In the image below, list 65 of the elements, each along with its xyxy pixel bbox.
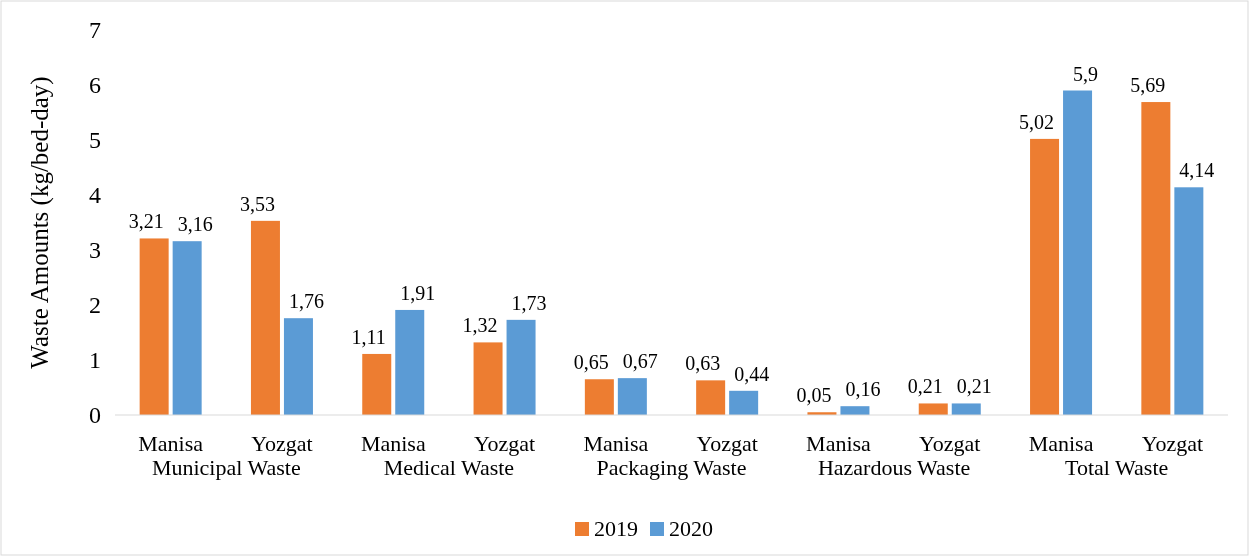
bar: [584, 379, 614, 415]
data-label: 0,63: [685, 352, 721, 375]
bar: [506, 319, 536, 415]
bar: [1030, 138, 1060, 415]
bar: [918, 403, 948, 415]
x-tick-label: Manisa: [583, 430, 649, 456]
x-tick-label: Yozgat: [251, 430, 313, 456]
data-label: 5,9: [1073, 62, 1099, 85]
y-tick-label: 5: [89, 127, 101, 154]
bar: [696, 380, 726, 415]
data-label: 0,21: [907, 375, 943, 398]
x-tick-label: Manisa: [1028, 430, 1094, 456]
x-tick-label: Manisa: [806, 430, 872, 456]
text: Total Waste: [1065, 455, 1169, 480]
x-tick-label: Yozgat: [919, 430, 981, 456]
y-tick-label: 7: [89, 17, 101, 44]
data-label: 0,65: [573, 351, 609, 374]
data-label: 0,21: [956, 375, 992, 398]
data-label: 0,05: [796, 384, 832, 407]
bar: [395, 309, 425, 415]
bar: [473, 342, 503, 415]
data-label: 1,32: [462, 314, 498, 337]
y-axis-title: Waste Amounts (kg/bed-day): [26, 76, 54, 369]
bar: [729, 390, 759, 415]
x-tick-label: Yozgat: [1141, 430, 1204, 456]
y-tick-label: 1: [89, 347, 101, 374]
data-label: 0,67: [622, 350, 658, 373]
data-label: 0,16: [845, 378, 881, 401]
text: Packaging Waste: [596, 455, 747, 480]
y-tick-label: 3: [89, 237, 101, 264]
bar: [1063, 90, 1093, 415]
y-tick-label: 4: [89, 182, 101, 209]
data-label: 1,91: [400, 281, 436, 304]
data-label: 1,76: [288, 290, 324, 313]
x-tick-label: Manisa: [138, 430, 204, 456]
text: Municipal Waste: [151, 455, 301, 480]
data-label: 1,73: [511, 291, 547, 314]
bar: [617, 378, 647, 415]
data-label: 5,02: [1019, 110, 1055, 133]
data-label: 3,16: [177, 213, 213, 236]
data-label: 3,21: [128, 210, 164, 233]
legend-label: 2020: [669, 516, 713, 541]
bar: [840, 406, 870, 415]
legend-label: 2019: [594, 516, 638, 541]
text: Hazardous Waste: [817, 455, 971, 480]
x-tick-label: Yozgat: [696, 430, 758, 456]
y-tick-label: 2: [89, 292, 101, 319]
data-label: 3,53: [239, 192, 275, 215]
y-tick-label: 6: [89, 72, 101, 99]
x-tick-label: Yozgat: [473, 430, 536, 456]
x-tick-label: Manisa: [360, 430, 426, 456]
y-tick-label: 0: [89, 402, 101, 429]
bar: [1174, 187, 1204, 415]
text: Medical Waste: [383, 455, 515, 480]
bar: [1141, 102, 1171, 415]
bar: [283, 318, 313, 415]
bar: [172, 241, 202, 415]
data-label: 4,14: [1179, 159, 1215, 182]
data-label: 1,11: [351, 325, 386, 348]
data-label: 5,69: [1130, 74, 1166, 97]
data-label: 0,44: [734, 362, 770, 385]
bar: [139, 238, 169, 415]
bar: [362, 353, 392, 415]
bar: [951, 403, 981, 415]
bar: [250, 220, 280, 415]
